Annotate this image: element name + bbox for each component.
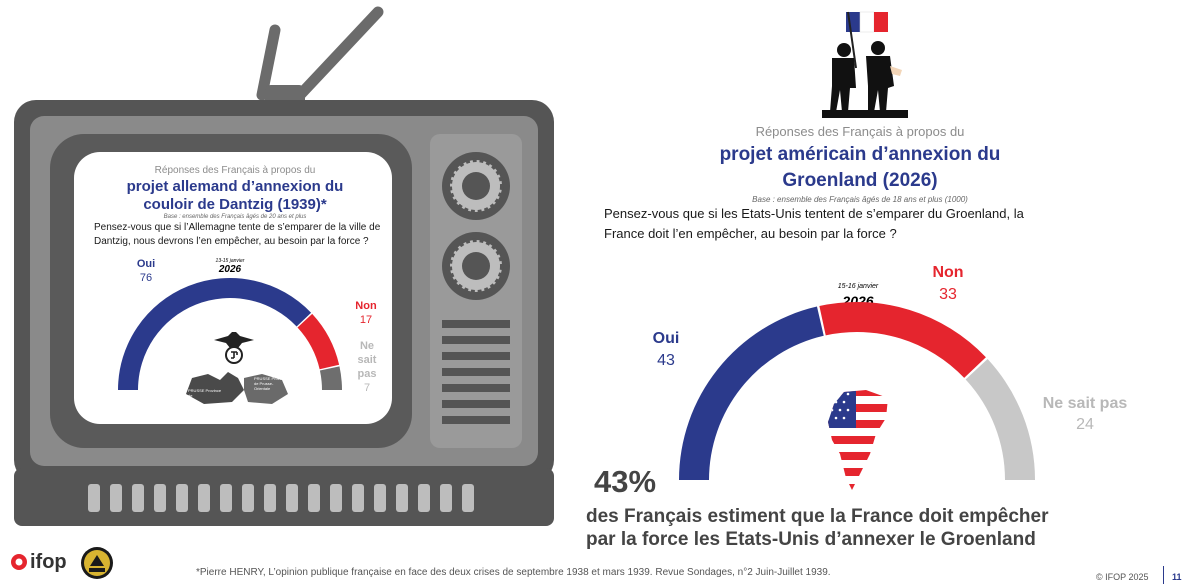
left-year: 2026 bbox=[218, 264, 242, 275]
left-nsp-line1: Ne bbox=[359, 340, 375, 352]
left-base: Base : ensemble des Français âgés de 20 … bbox=[163, 214, 307, 220]
tv-illustration bbox=[14, 6, 554, 526]
right-slice-ne-sait-pas bbox=[965, 359, 1035, 480]
right-question-line1: Pensez-vous que si les Etats-Unis tenten… bbox=[604, 206, 1024, 221]
right-nsp-value: 24 bbox=[1076, 416, 1094, 433]
right-non-label: Non bbox=[932, 264, 964, 281]
right-oui-value: 43 bbox=[657, 352, 675, 369]
left-oui-value: 76 bbox=[139, 272, 153, 284]
greenland-usflag-icon bbox=[828, 390, 888, 490]
ifop-logo-icon bbox=[11, 554, 27, 570]
left-intro: Réponses des Français à propos du bbox=[154, 165, 316, 176]
left-date-label: 13-15 janvier bbox=[215, 258, 245, 264]
conclusion-line2: par la force les Etats-Unis d’annexer le… bbox=[586, 529, 1036, 550]
left-slice-ne-sait-pas bbox=[319, 366, 342, 390]
big-stat: 43% bbox=[594, 464, 657, 499]
map-label-left: PRUSSE Province de bbox=[188, 388, 222, 398]
right-non-value: 33 bbox=[939, 286, 957, 303]
conclusion-line1: des Français estiment que la France doit… bbox=[586, 506, 1049, 527]
left-donut-chart bbox=[118, 277, 342, 390]
right-slice-oui bbox=[679, 306, 824, 480]
right-title-line2: Groenland (2026) bbox=[782, 170, 938, 191]
left-oui-label: Oui bbox=[136, 258, 156, 270]
left-nsp-line3: pas bbox=[357, 368, 377, 380]
left-non-value: 17 bbox=[359, 314, 373, 326]
footer-divider bbox=[1163, 566, 1164, 584]
left-nsp-value: 7 bbox=[363, 382, 371, 394]
partner-logo-icon bbox=[81, 547, 113, 579]
dantzig-map-icon bbox=[186, 372, 288, 404]
left-non-label: Non bbox=[355, 300, 377, 312]
left-slice-oui bbox=[118, 277, 312, 390]
left-question-line1: Pensez-vous que si l’Allemagne tente de … bbox=[94, 222, 381, 233]
right-date-label: 15-16 janvier bbox=[837, 283, 879, 290]
map-label-right: PRUSSE Province de Prusse-Orientale bbox=[254, 376, 288, 391]
copyright: © IFOP 2025 bbox=[1096, 572, 1149, 582]
right-oui-label: Oui bbox=[652, 330, 680, 347]
ifop-logo-text: ifop bbox=[30, 551, 67, 573]
right-nsp-label: Ne sait pas bbox=[1042, 395, 1128, 412]
right-base: Base : ensemble des Français âgés de 18 … bbox=[752, 195, 968, 204]
page-number: 11 bbox=[1172, 572, 1182, 582]
left-title-line1: projet allemand d’annexion du bbox=[126, 178, 344, 195]
eagle-emblem-icon bbox=[214, 332, 254, 364]
left-slice-non bbox=[297, 313, 340, 370]
footnote: *Pierre HENRY, L’opinion publique frança… bbox=[196, 567, 831, 578]
soldiers-flag-illustration bbox=[822, 11, 908, 118]
right-title-line1: projet américain d’annexion du bbox=[719, 144, 1001, 165]
left-nsp-line2: sait bbox=[357, 354, 377, 366]
left-title-line2: couloir de Dantzig (1939)* bbox=[143, 196, 327, 213]
right-intro: Réponses des Français à propos du bbox=[755, 124, 965, 139]
right-question-line2: France doit l’en empêcher, au besoin par… bbox=[604, 226, 897, 241]
right-slice-non bbox=[819, 302, 986, 378]
left-question-line2: Dantzig, nous devrons l’en empêcher, au … bbox=[94, 236, 369, 247]
right-donut-chart bbox=[679, 302, 1035, 480]
